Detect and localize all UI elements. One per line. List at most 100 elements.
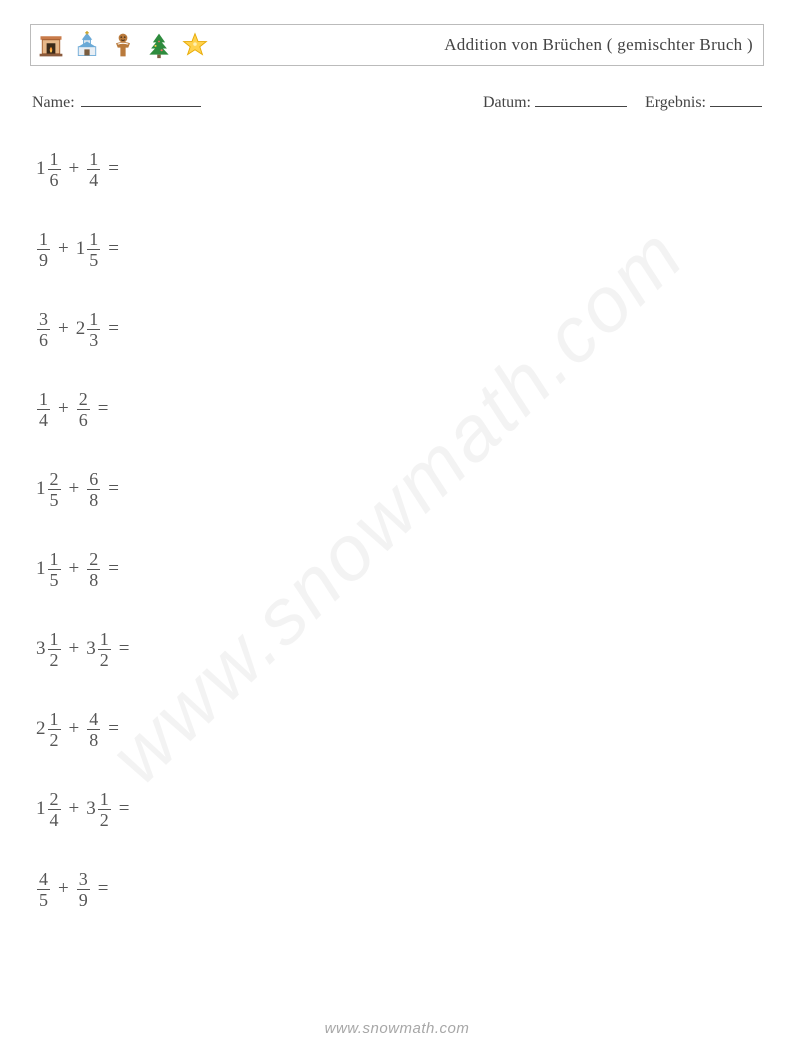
denominator: 8 xyxy=(87,569,100,589)
equals-sign: = xyxy=(101,478,119,500)
fraction: 14 xyxy=(87,150,100,189)
denominator: 4 xyxy=(87,169,100,189)
fraction: 12 xyxy=(98,790,111,829)
fireplace-icon xyxy=(37,30,65,60)
denominator: 4 xyxy=(48,809,61,829)
operator: + xyxy=(62,798,87,820)
problem-row: 116+14= xyxy=(36,144,764,194)
whole-part: 2 xyxy=(36,718,47,740)
fraction: 28 xyxy=(87,550,100,589)
denominator: 5 xyxy=(48,569,61,589)
denominator: 3 xyxy=(87,329,100,349)
fraction: 26 xyxy=(77,390,90,429)
denominator: 2 xyxy=(98,809,111,829)
operator: + xyxy=(51,398,76,420)
operator: + xyxy=(62,478,87,500)
numerator: 2 xyxy=(48,470,61,489)
whole-part: 1 xyxy=(76,238,87,260)
date-blank[interactable] xyxy=(535,92,627,107)
fraction: 25 xyxy=(48,470,61,509)
whole-part: 1 xyxy=(36,798,47,820)
problem-row: 14+26= xyxy=(36,384,764,434)
problem-row: 124+312= xyxy=(36,784,764,834)
problems-list: 116+14=19+115=36+213=14+26=125+68=115+28… xyxy=(30,144,764,914)
date-field: Datum: xyxy=(483,92,627,112)
equals-sign: = xyxy=(91,398,109,420)
star-icon xyxy=(181,30,209,60)
numerator: 4 xyxy=(87,710,100,729)
numerator: 1 xyxy=(87,310,100,329)
info-row: Name: Datum: Ergebnis: xyxy=(30,92,764,112)
numerator: 2 xyxy=(87,550,100,569)
date-label: Datum: xyxy=(483,94,531,111)
numerator: 1 xyxy=(48,150,61,169)
equals-sign: = xyxy=(101,238,119,260)
denominator: 6 xyxy=(77,409,90,429)
whole-part: 3 xyxy=(36,638,47,660)
numerator: 1 xyxy=(48,550,61,569)
fraction: 19 xyxy=(37,230,50,269)
name-blank[interactable] xyxy=(81,92,201,107)
whole-part: 2 xyxy=(76,318,87,340)
numerator: 3 xyxy=(37,310,50,329)
operator: + xyxy=(51,878,76,900)
fraction: 15 xyxy=(48,550,61,589)
numerator: 1 xyxy=(48,710,61,729)
gingerbread-icon xyxy=(109,30,137,60)
worksheet-page: Addition von Brüchen ( gemischter Bruch … xyxy=(0,0,794,1053)
fraction: 12 xyxy=(98,630,111,669)
numerator: 1 xyxy=(37,390,50,409)
denominator: 9 xyxy=(37,249,50,269)
fraction: 48 xyxy=(87,710,100,749)
denominator: 4 xyxy=(37,409,50,429)
fraction: 36 xyxy=(37,310,50,349)
problem-row: 19+115= xyxy=(36,224,764,274)
numerator: 1 xyxy=(48,630,61,649)
denominator: 2 xyxy=(48,649,61,669)
result-field: Ergebnis: xyxy=(645,92,762,112)
fraction: 24 xyxy=(48,790,61,829)
equals-sign: = xyxy=(112,638,130,660)
tree-icon xyxy=(145,30,173,60)
denominator: 2 xyxy=(98,649,111,669)
result-blank[interactable] xyxy=(710,92,762,107)
name-label: Name: xyxy=(32,94,75,112)
fraction: 68 xyxy=(87,470,100,509)
equals-sign: = xyxy=(91,878,109,900)
denominator: 2 xyxy=(48,729,61,749)
fraction: 15 xyxy=(87,230,100,269)
problem-row: 212+48= xyxy=(36,704,764,754)
denominator: 5 xyxy=(87,249,100,269)
numerator: 1 xyxy=(98,790,111,809)
operator: + xyxy=(51,318,76,340)
problem-row: 312+312= xyxy=(36,624,764,674)
header-icons xyxy=(37,30,209,60)
problem-row: 45+39= xyxy=(36,864,764,914)
whole-part: 1 xyxy=(36,478,47,500)
operator: + xyxy=(62,558,87,580)
numerator: 2 xyxy=(77,390,90,409)
problem-row: 36+213= xyxy=(36,304,764,354)
denominator: 5 xyxy=(48,489,61,509)
numerator: 1 xyxy=(87,230,100,249)
fraction: 39 xyxy=(77,870,90,909)
denominator: 9 xyxy=(77,889,90,909)
worksheet-title: Addition von Brüchen ( gemischter Bruch … xyxy=(444,35,753,55)
name-field: Name: xyxy=(32,92,201,112)
footer-url: www.snowmath.com xyxy=(0,1020,794,1037)
numerator: 2 xyxy=(48,790,61,809)
church-icon xyxy=(73,30,101,60)
denominator: 6 xyxy=(37,329,50,349)
fraction: 45 xyxy=(37,870,50,909)
fraction: 14 xyxy=(37,390,50,429)
numerator: 4 xyxy=(37,870,50,889)
problem-row: 125+68= xyxy=(36,464,764,514)
header: Addition von Brüchen ( gemischter Bruch … xyxy=(30,24,764,66)
numerator: 1 xyxy=(87,150,100,169)
whole-part: 1 xyxy=(36,558,47,580)
whole-part: 3 xyxy=(86,798,97,820)
equals-sign: = xyxy=(101,158,119,180)
denominator: 6 xyxy=(48,169,61,189)
equals-sign: = xyxy=(101,318,119,340)
numerator: 1 xyxy=(98,630,111,649)
